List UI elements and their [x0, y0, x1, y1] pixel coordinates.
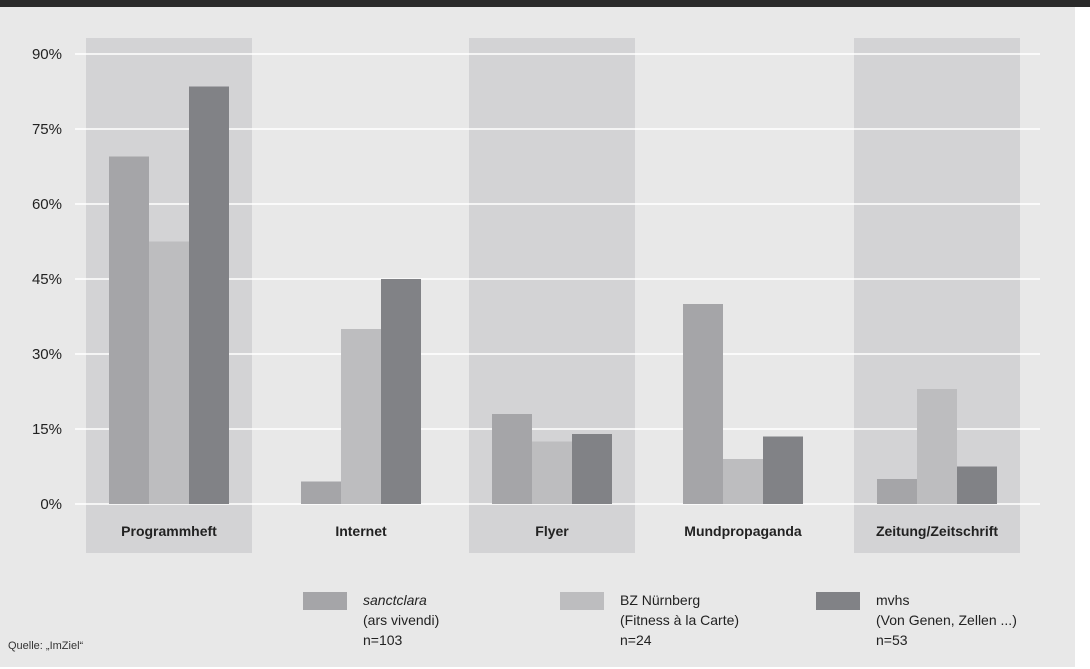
legend-item-mvhs: mvhs (Von Genen, Zellen ...) n=53 [816, 590, 1017, 650]
y-tick-label: 0% [40, 496, 62, 513]
y-tick-label: 30% [32, 346, 62, 363]
x-category-label-programmheft: Programmheft [121, 523, 217, 539]
bar-flyer-sanctclara [492, 414, 532, 504]
legend-n-sanctclara: n=103 [363, 632, 403, 648]
legend-sub-sanctclara: (ars vivendi) [363, 612, 440, 628]
legend-n-bz-nuernberg: n=24 [620, 632, 652, 648]
x-category-label-zeitung-zeitschrift: Zeitung/Zeitschrift [876, 523, 998, 539]
bar-zeitung-zeitschrift-mvhs [957, 466, 997, 504]
bar-mundpropaganda-sanctclara [683, 304, 723, 504]
bar-mundpropaganda-mvhs [763, 436, 803, 504]
y-tick-label: 75% [32, 121, 62, 138]
legend-swatch-bz-nuernberg [560, 592, 604, 610]
bar-internet-sanctclara [301, 481, 341, 504]
legend-swatch-sanctclara [303, 592, 347, 610]
legend-n-mvhs: n=53 [876, 632, 908, 648]
bar-programmheft-bz-n-rnberg [149, 241, 189, 504]
legend-sub-bz-nuernberg: (Fitness à la Carte) [620, 612, 740, 628]
y-tick-label: 90% [32, 46, 62, 63]
x-category-label-internet: Internet [335, 523, 387, 539]
legend-label-mvhs: mvhs [876, 592, 910, 608]
legend-swatch-mvhs [816, 592, 860, 610]
legend-sub-mvhs: (Von Genen, Zellen ...) [876, 612, 1017, 628]
bar-programmheft-mvhs [189, 86, 229, 504]
bar-zeitung-zeitschrift-sanctclara [877, 479, 917, 504]
x-category-label-flyer: Flyer [535, 523, 569, 539]
bar-internet-bz-n-rnberg [341, 329, 381, 504]
legend-label-bz-nuernberg: BZ Nürnberg [620, 592, 701, 608]
y-tick-label: 45% [32, 271, 62, 288]
y-tick-label: 15% [32, 421, 62, 438]
legend-label-sanctclara: sanctclara [363, 592, 427, 608]
legend-item-bz-nuernberg: BZ Nürnberg (Fitness à la Carte) n=24 [560, 590, 739, 650]
source-note: Quelle: „ImZiel“ [8, 640, 84, 652]
x-category-label-mundpropaganda: Mundpropaganda [684, 523, 802, 539]
bar-zeitung-zeitschrift-bz-n-rnberg [917, 389, 957, 504]
legend-item-sanctclara: sanctclara (ars vivendi) n=103 [303, 590, 439, 650]
bar-mundpropaganda-bz-n-rnberg [723, 459, 763, 504]
bar-programmheft-sanctclara [109, 156, 149, 504]
y-tick-label: 60% [32, 196, 62, 213]
top-rule [0, 0, 1090, 7]
bar-internet-mvhs [381, 279, 421, 504]
bar-flyer-bz-n-rnberg [532, 441, 572, 504]
bar-flyer-mvhs [572, 434, 612, 504]
